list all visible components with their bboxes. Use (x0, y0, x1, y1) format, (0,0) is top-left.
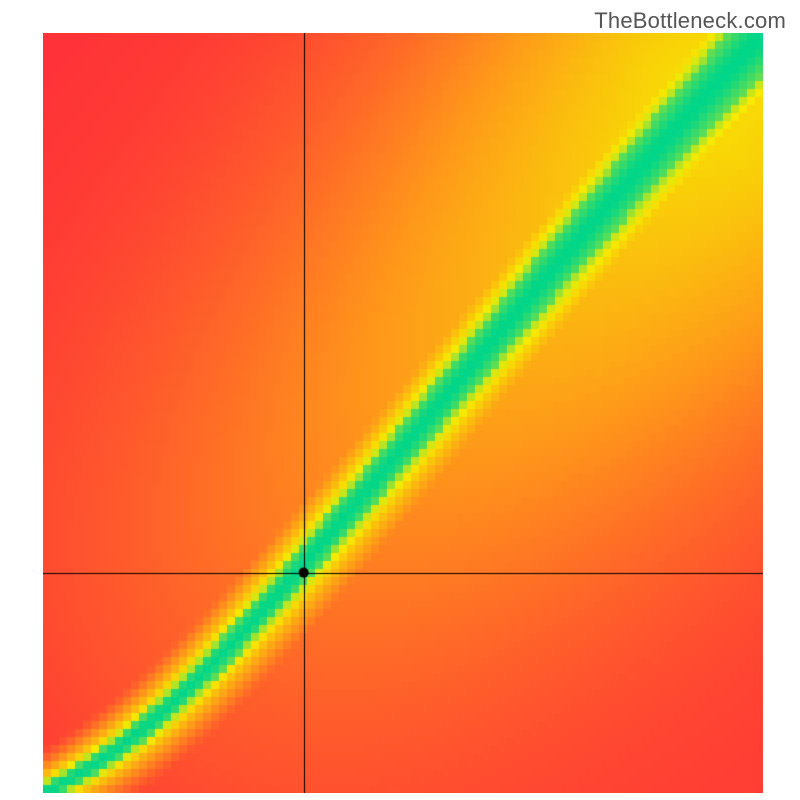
watermark-text: TheBottleneck.com (594, 8, 786, 34)
heatmap-plot-area (43, 33, 763, 793)
heatmap-canvas (43, 33, 763, 793)
